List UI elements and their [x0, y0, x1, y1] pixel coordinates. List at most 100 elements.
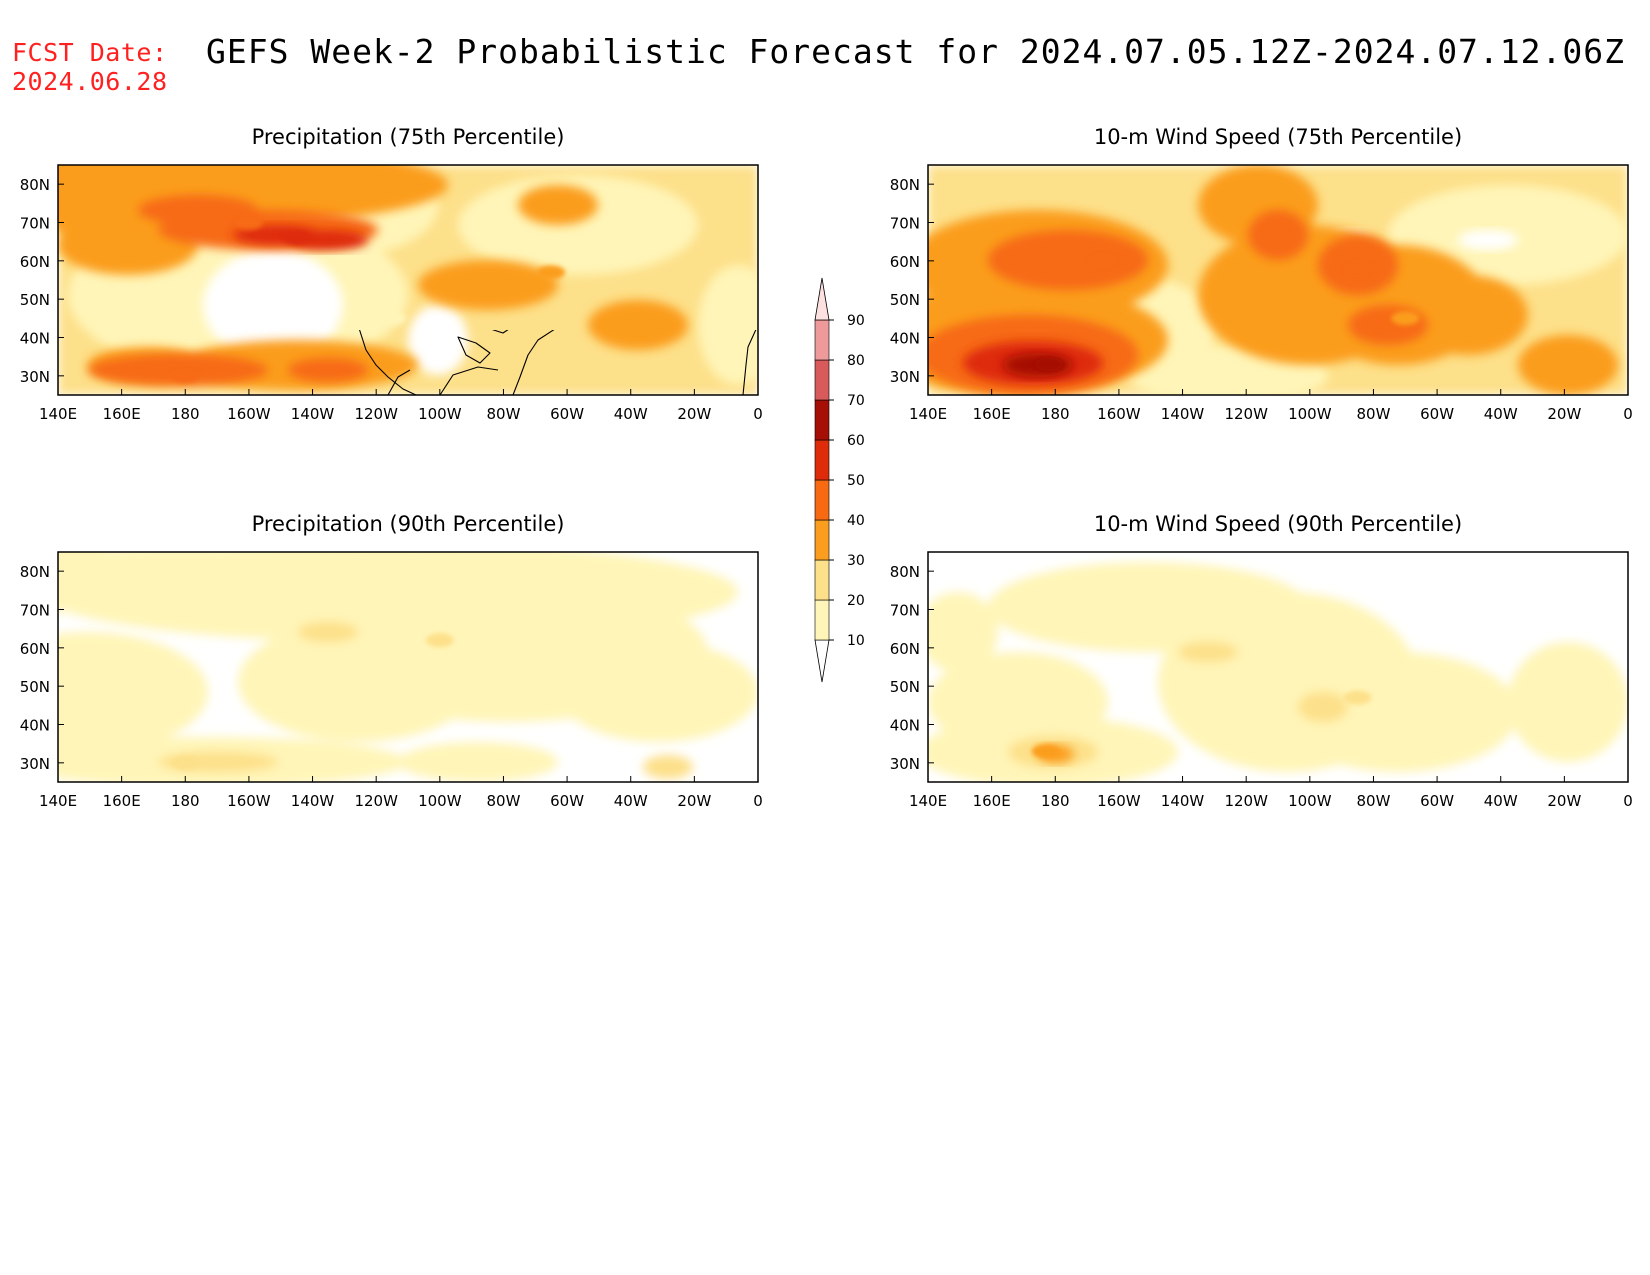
panel-title: Precipitation (75th Percentile): [252, 125, 565, 149]
lat-tick-label: 40N: [20, 330, 50, 348]
lon-tick-label: 60W: [550, 792, 584, 810]
panel-title: Precipitation (90th Percentile): [252, 512, 565, 536]
lon-tick-label: 60W: [550, 405, 584, 423]
lat-tick-label: 80N: [890, 563, 920, 581]
lon-tick-label: 40W: [614, 792, 648, 810]
lon-tick-label: 180: [171, 792, 200, 810]
lat-tick-label: 50N: [20, 291, 50, 309]
probability-cell: [537, 265, 566, 280]
lon-tick-label: 80W: [486, 405, 520, 423]
lat-tick-label: 70N: [20, 215, 50, 233]
probability-cell: [282, 230, 311, 245]
map-frame: [57, 164, 759, 396]
colorbar-max-triangle: [814, 277, 830, 321]
lat-tick-label: 40N: [20, 717, 50, 735]
probability-cell: [1343, 261, 1372, 276]
colorbar-segment: [814, 599, 830, 641]
probability-cell: [378, 311, 407, 326]
lon-tick-label: 140W: [1161, 405, 1205, 423]
probability-shading: [928, 165, 1628, 395]
map-panel-precip75: Precipitation (75th Percentile) 140E 160E 1…: [20, 125, 763, 423]
lon-tick-label: 180: [171, 405, 200, 423]
map-panel-wind90: 10-m Wind Speed (90th Percentile) 140E 160…: [890, 512, 1633, 810]
lon-tick-label: 100W: [418, 405, 462, 423]
map-frame: [57, 551, 759, 783]
probability-cell: [171, 368, 200, 383]
probability-cell: [234, 215, 263, 230]
colorbar-segment: [814, 399, 830, 441]
colorbar-segment: [814, 479, 830, 521]
lon-tick-label: 20W: [677, 792, 711, 810]
lat-tick-label: 60N: [20, 640, 50, 658]
lon-tick-label: 0: [753, 792, 763, 810]
lat-tick-label: 60N: [20, 253, 50, 271]
lon-tick-label: 140E: [39, 405, 77, 423]
lon-tick-label: 160E: [103, 405, 141, 423]
map-panel-precip90: Precipitation (90th Percentile) 140E 160E 1…: [20, 512, 763, 810]
lon-tick-label: 120W: [354, 405, 398, 423]
probability-cell: [1343, 690, 1372, 705]
lon-tick-label: 20W: [1547, 405, 1581, 423]
probability-cell: [425, 633, 454, 648]
lon-tick-label: 100W: [1288, 405, 1332, 423]
lon-tick-label: 80W: [1356, 792, 1390, 810]
colorbar-segment: [814, 319, 830, 361]
lon-tick-label: 160W: [227, 405, 271, 423]
lat-tick-label: 30N: [20, 368, 50, 386]
probability-shading: [58, 165, 758, 395]
lon-tick-label: 40W: [1484, 792, 1518, 810]
lat-tick-label: 70N: [890, 602, 920, 620]
lon-tick-label: 60W: [1420, 792, 1454, 810]
colorbar-label: 40: [847, 513, 865, 529]
lat-tick-label: 80N: [890, 176, 920, 194]
lon-tick-label: 180: [1041, 792, 1070, 810]
lon-tick-label: 120W: [1224, 405, 1268, 423]
probability-cell: [171, 755, 200, 770]
map-panel-wind75: 10-m Wind Speed (75th Percentile) 140E 160…: [890, 125, 1633, 423]
fcst-date-value: 2024.06.28: [12, 67, 168, 96]
lat-tick-label: 50N: [890, 678, 920, 696]
lon-tick-label: 20W: [677, 405, 711, 423]
lat-tick-label: 60N: [890, 253, 920, 271]
colorbar: 10 20 30 40 50 60 70 80 90: [814, 277, 865, 683]
lon-tick-label: 80W: [486, 792, 520, 810]
lat-tick-label: 50N: [890, 291, 920, 309]
lon-tick-label: 100W: [418, 792, 462, 810]
map-frame: [927, 164, 1629, 396]
lon-tick-label: 140W: [1161, 792, 1205, 810]
lon-tick-label: 120W: [354, 792, 398, 810]
main-title: GEFS Week-2 Probabilistic Forecast for 2…: [206, 32, 1626, 71]
lat-tick-label: 40N: [890, 717, 920, 735]
lat-tick-label: 70N: [20, 602, 50, 620]
lon-tick-label: 160W: [1097, 792, 1141, 810]
forecast-date-label: FCST Date: 2024.06.28: [12, 38, 168, 96]
lat-tick-label: 40N: [890, 330, 920, 348]
colorbar-segment: [814, 559, 830, 601]
colorbar-min-triangle: [814, 639, 830, 683]
lon-tick-label: 140W: [291, 405, 335, 423]
lon-tick-label: 160E: [973, 405, 1011, 423]
probability-cell: [1391, 311, 1420, 326]
colorbar-label: 30: [847, 553, 865, 569]
panel-title: 10-m Wind Speed (90th Percentile): [1094, 512, 1462, 536]
lat-tick-label: 70N: [890, 215, 920, 233]
colorbar-label: 20: [847, 593, 865, 609]
lon-tick-label: 160W: [227, 792, 271, 810]
probability-cell: [1089, 253, 1117, 268]
colorbar-segment: [814, 359, 830, 401]
lat-tick-label: 60N: [890, 640, 920, 658]
lon-tick-label: 140E: [909, 792, 947, 810]
probability-shading: [928, 552, 1628, 782]
lon-tick-label: 0: [753, 405, 763, 423]
probability-cell: [1034, 357, 1063, 372]
map-frame: [927, 551, 1629, 783]
colorbar-segment: [814, 519, 830, 561]
colorbar-label: 10: [847, 633, 865, 649]
lon-tick-label: 40W: [614, 405, 648, 423]
colorbar-label: 50: [847, 473, 865, 489]
lat-tick-label: 50N: [20, 678, 50, 696]
lat-tick-label: 80N: [20, 563, 50, 581]
lon-tick-label: 0: [1623, 792, 1633, 810]
probability-cell: [1031, 744, 1060, 759]
